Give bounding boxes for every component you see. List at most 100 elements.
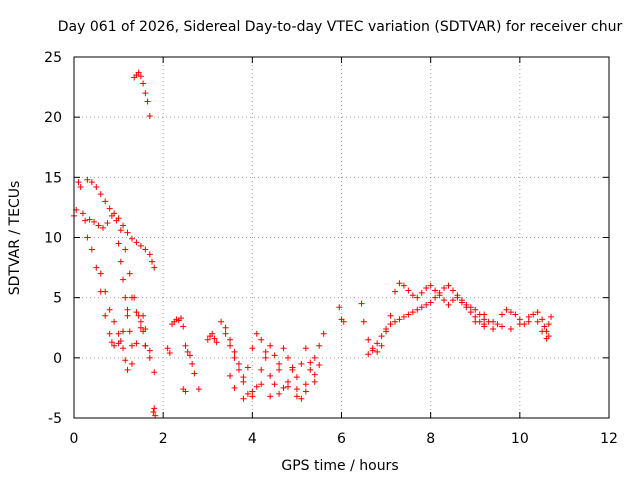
data-point [302, 345, 309, 352]
data-point [142, 90, 149, 97]
data-point [267, 342, 274, 349]
data-point [472, 306, 479, 313]
data-point [124, 312, 131, 319]
data-point [445, 282, 452, 289]
data-point [186, 352, 193, 359]
data-point [298, 360, 305, 367]
data-point [545, 321, 552, 328]
data-point [231, 384, 238, 391]
y-tick-label: -5 [48, 411, 62, 427]
data-point [285, 383, 291, 390]
data-point [541, 323, 548, 330]
data-point [340, 318, 347, 325]
data-point [427, 299, 434, 306]
data-point [122, 246, 129, 253]
data-point [539, 328, 546, 335]
data-point [204, 336, 211, 343]
y-tick-label: 0 [53, 351, 62, 367]
data-point [120, 328, 127, 335]
data-point [75, 179, 82, 186]
data-point [128, 342, 135, 349]
x-tick-labels: 0 2 4 6 8 10 12 [70, 431, 618, 447]
data-point [88, 179, 95, 186]
data-point [93, 264, 100, 271]
data-point [418, 289, 425, 296]
series-scatter-4b [222, 330, 323, 388]
series-high-early-arc [71, 179, 86, 219]
data-point [128, 294, 135, 301]
x-tick-label: 8 [426, 431, 435, 447]
data-point [374, 340, 381, 347]
data-point [133, 340, 140, 347]
data-point [227, 342, 234, 349]
data-point [182, 342, 189, 349]
data-point [400, 282, 407, 289]
series-dropouts [150, 405, 159, 419]
data-point [311, 378, 318, 385]
data-point [276, 360, 283, 367]
data-point [222, 324, 229, 331]
data-point [191, 370, 198, 377]
data-point [111, 318, 118, 325]
data-point [182, 388, 189, 395]
data-point [414, 306, 421, 313]
data-point [150, 408, 157, 415]
data-point [244, 364, 251, 371]
data-point [137, 318, 144, 325]
data-point [77, 183, 84, 190]
data-point [166, 350, 173, 357]
data-point [146, 354, 153, 361]
data-point [387, 321, 394, 328]
x-axis-title: GPS time / hours [281, 458, 398, 474]
data-point [151, 369, 158, 376]
data-point [458, 297, 465, 304]
data-point [400, 313, 407, 320]
data-point [97, 191, 104, 198]
data-point [122, 357, 129, 364]
data-point [311, 371, 318, 378]
data-point [276, 366, 283, 373]
data-point [137, 324, 144, 331]
data-point [142, 246, 149, 253]
data-point [82, 217, 89, 224]
data-point [249, 388, 256, 395]
data-point [414, 294, 421, 301]
data-point [369, 347, 376, 354]
x-tick-label: 6 [337, 431, 346, 447]
series-arc-9 [472, 306, 555, 335]
data-point [113, 217, 120, 224]
x-tick-label: 4 [248, 431, 257, 447]
data-point [120, 276, 127, 283]
data-point [133, 239, 140, 246]
data-point [146, 347, 153, 354]
data-point [494, 321, 501, 328]
series-arc-7b [365, 282, 492, 358]
data-point [530, 311, 537, 318]
data-point [490, 318, 497, 325]
data-points [71, 69, 555, 419]
series-arc-b [82, 212, 153, 354]
y-tick-label: 20 [44, 110, 62, 126]
y-tick-label: 10 [44, 231, 62, 247]
data-point [95, 222, 102, 229]
data-point [102, 288, 109, 295]
x-tick-label: 12 [600, 431, 618, 447]
series-arc-7a [358, 280, 488, 355]
data-point [93, 183, 100, 190]
data-point [311, 354, 318, 361]
data-point [365, 336, 372, 343]
data-point [418, 304, 425, 311]
data-point [258, 381, 265, 388]
data-point [467, 304, 474, 311]
data-point [108, 339, 115, 346]
data-point [534, 318, 541, 325]
y-tick-labels: -5 0 5 10 15 20 25 [44, 50, 62, 427]
data-point [378, 342, 385, 349]
data-point [449, 287, 456, 294]
data-point [383, 325, 390, 332]
series-scatter-4c [227, 372, 318, 402]
data-point [539, 316, 546, 323]
data-point [262, 354, 269, 361]
data-point [211, 335, 218, 342]
